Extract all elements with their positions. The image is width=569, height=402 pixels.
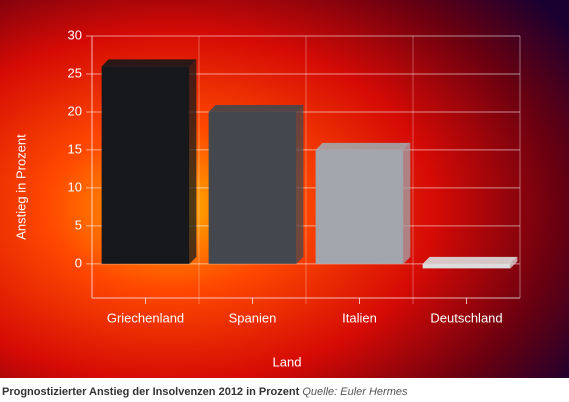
bar-side [403,142,411,264]
x-tick-label: Italien [342,310,377,325]
caption-title: Prognostizierter Anstieg der Insolvenzen… [2,386,300,398]
caption: Prognostizierter Anstieg der Insolvenzen… [2,386,408,398]
y-tick-label: 25 [68,65,82,80]
y-tick-label: 30 [68,27,82,42]
y-tick-label: 5 [75,217,82,232]
bar-side [189,59,197,264]
y-tick-label: 10 [68,179,82,194]
x-tick-label: Griechenland [107,310,184,325]
y-tick-label: 15 [68,141,82,156]
caption-source: Quelle: Euler Hermes [302,386,408,398]
bar-top [101,59,197,67]
bar-top [422,256,518,264]
bar-top [315,142,411,150]
bar-top [208,104,304,112]
bar-side [296,104,304,264]
bar-side [510,256,518,269]
x-tick-label: Deutschland [430,310,502,325]
bar [208,111,297,264]
bar [315,149,404,264]
y-axis-label: Anstieg in Prozent [13,134,28,240]
chart: Anstieg in Prozent Land 0 5 10 15 20 25 30 Grie… [0,0,569,378]
x-axis-label: Land [273,354,302,369]
y-tick-label: 0 [75,255,82,270]
y-tick-label: 20 [68,103,82,118]
bar [422,263,511,269]
bar [101,66,190,264]
x-tick-label: Spanien [229,310,277,325]
